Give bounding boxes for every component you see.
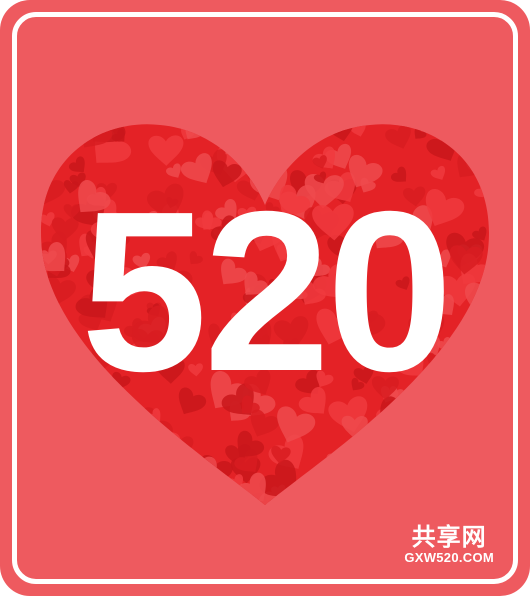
small-heart-icon [252,137,273,156]
small-heart-icon [460,410,479,428]
small-heart-icon [107,487,133,505]
small-heart-icon [278,124,305,148]
small-heart-icon [167,436,194,459]
small-heart-icon [417,479,449,505]
small-heart-icon [133,484,158,505]
small-heart-icon [154,489,169,503]
small-heart-icon [142,430,181,465]
small-heart-icon [178,466,224,505]
small-heart-icon [41,412,97,467]
watermark-logo: 共享网 GXW520.COM [404,524,494,566]
small-heart-icon [131,484,157,505]
small-heart-icon [63,438,111,484]
small-heart-icon [109,451,138,476]
small-heart-icon [68,456,88,476]
small-heart-icon [457,124,484,140]
small-heart-icon [471,494,489,505]
small-heart-icon [470,124,488,134]
small-heart-icon [359,477,376,495]
small-heart-icon [242,124,265,139]
small-heart-icon [406,489,431,505]
small-heart-icon [467,461,489,485]
small-heart-icon [151,486,184,505]
small-heart-icon [77,419,127,466]
small-heart-icon [327,453,353,478]
small-heart-icon [345,455,372,480]
small-heart-icon [330,476,353,498]
watermark-url-text: GXW520.COM [404,550,494,566]
small-heart-icon [135,457,169,489]
small-heart-icon [106,477,145,505]
white-frame [12,12,518,584]
small-heart-icon [104,496,138,505]
small-heart-icon [162,469,197,500]
small-heart-icon [433,449,474,486]
small-heart-icon [413,433,444,463]
small-heart-icon [319,482,337,498]
small-heart-icon [456,420,489,469]
small-heart-icon [440,429,456,443]
small-heart-icon [41,493,66,505]
watermark-brand-text: 共享网 [411,523,487,552]
number-520: 520 [80,165,453,419]
small-heart-icon [134,470,176,505]
small-heart-icon [393,456,440,501]
small-heart-icon [98,425,132,456]
small-heart-icon [167,503,185,505]
